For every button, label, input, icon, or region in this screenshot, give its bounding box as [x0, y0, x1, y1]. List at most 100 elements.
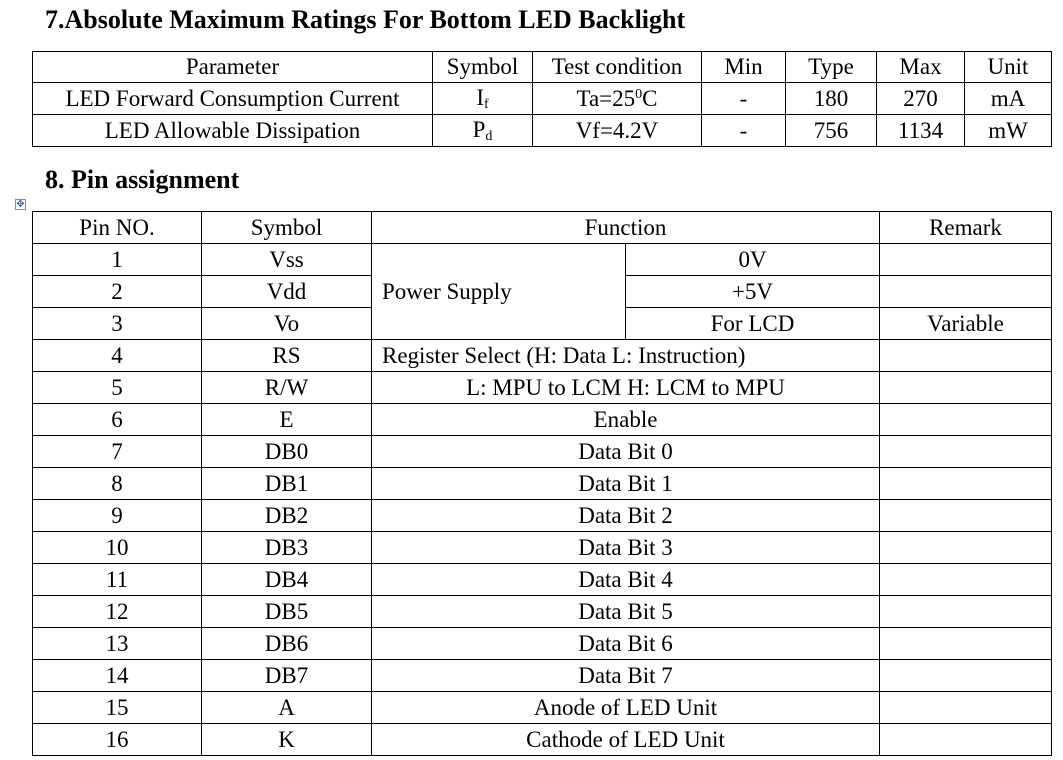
pin-number-cell: 5: [32, 371, 202, 404]
pin-symbol-cell: DB0: [201, 435, 372, 468]
function-cell: For LCD: [625, 307, 880, 340]
pin-number-cell: 9: [32, 499, 202, 532]
remark-cell: [879, 339, 1052, 372]
max-cell: 270: [876, 82, 965, 115]
symbol-main: P: [472, 116, 486, 142]
pin-number-cell: 13: [32, 627, 202, 660]
pin-number-cell: 7: [32, 435, 202, 468]
pin-number-cell: 16: [32, 723, 202, 756]
pin-symbol-cell: K: [201, 723, 372, 756]
symbol-main: I: [476, 84, 484, 110]
column-header: Symbol: [432, 51, 533, 83]
table-row: 4 RS Register Select (H: Data L: Instruc…: [32, 339, 1052, 372]
pin-symbol-cell: E: [201, 403, 372, 436]
remark-cell: [879, 499, 1052, 532]
column-header: Symbol: [201, 211, 372, 244]
pin-symbol-cell: DB7: [201, 659, 372, 692]
symbol-cell: If: [432, 82, 533, 115]
column-header: Parameter: [32, 51, 433, 83]
function-cell: Data Bit 7: [371, 659, 880, 692]
pin-number-cell: 3: [32, 307, 202, 340]
column-header: Test condition: [532, 51, 702, 83]
table-row: 12 DB5 Data Bit 5: [32, 595, 1052, 628]
column-header: Min: [701, 51, 786, 83]
table-row: 5 R/W L: MPU to LCM H: LCM to MPU: [32, 371, 1052, 404]
function-cell: Enable: [371, 403, 880, 436]
pin-assignment-table: Pin NO. Symbol Function Remark 1 Vss Pow…: [32, 211, 1052, 756]
table-header-row: Parameter Symbol Test condition Min Type…: [32, 51, 1052, 83]
pin-number-cell: 4: [32, 339, 202, 372]
pin-symbol-cell: DB1: [201, 467, 372, 500]
pin-symbol-cell: Vdd: [201, 275, 372, 308]
section-7-title: 7.Absolute Maximum Ratings For Bottom LE…: [45, 5, 686, 34]
pin-number-cell: 14: [32, 659, 202, 692]
test-condition-unit: C: [642, 85, 658, 111]
pin-symbol-cell: RS: [201, 339, 372, 372]
remark-cell: [879, 563, 1052, 596]
function-cell: Cathode of LED Unit: [371, 723, 880, 756]
function-cell: Data Bit 2: [371, 499, 880, 532]
pin-number-cell: 10: [32, 531, 202, 564]
symbol-subscript: d: [485, 128, 493, 144]
pin-symbol-cell: A: [201, 691, 372, 724]
column-header: Type: [785, 51, 877, 83]
remark-cell: [879, 691, 1052, 724]
table-row: LED Allowable Dissipation Pd Vf=4.2V - 7…: [32, 114, 1052, 147]
min-cell: -: [701, 114, 786, 147]
min-cell: -: [701, 82, 786, 115]
function-cell: Data Bit 4: [371, 563, 880, 596]
function-cell: +5V: [625, 275, 880, 308]
pin-number-cell: 11: [32, 563, 202, 596]
function-cell: Register Select (H: Data L: Instruction): [371, 339, 880, 372]
column-header: Function: [371, 211, 880, 244]
table-row: 8 DB1 Data Bit 1: [32, 467, 1052, 500]
symbol-subscript: f: [484, 96, 489, 112]
remark-cell: [879, 467, 1052, 500]
table-row: 11 DB4 Data Bit 4: [32, 563, 1052, 596]
table-row: 16 K Cathode of LED Unit: [32, 723, 1052, 756]
function-cell: Data Bit 6: [371, 627, 880, 660]
pin-symbol-cell: DB2: [201, 499, 372, 532]
pin-symbol-cell: DB4: [201, 563, 372, 596]
pin-symbol-cell: DB5: [201, 595, 372, 628]
pin-number-cell: 12: [32, 595, 202, 628]
pin-symbol-cell: DB6: [201, 627, 372, 660]
table-header-row: Pin NO. Symbol Function Remark: [32, 211, 1052, 244]
remark-cell: Variable: [879, 307, 1052, 340]
section-8-title: 8. Pin assignment: [45, 165, 240, 194]
column-header: Pin NO.: [32, 211, 202, 244]
table-row: 3 Vo For LCD Variable: [32, 307, 1052, 340]
move-handle-icon[interactable]: ✥: [15, 199, 26, 210]
unit-cell: mW: [964, 114, 1052, 147]
column-header: Unit: [964, 51, 1052, 83]
power-supply-cell: Power Supply: [371, 243, 626, 340]
table-row: 9 DB2 Data Bit 2: [32, 499, 1052, 532]
table-row: 14 DB7 Data Bit 7: [32, 659, 1052, 692]
pin-symbol-cell: R/W: [201, 371, 372, 404]
remark-cell: [879, 595, 1052, 628]
pin-number-cell: 15: [32, 691, 202, 724]
function-cell: Data Bit 3: [371, 531, 880, 564]
parameter-cell: LED Forward Consumption Current: [32, 82, 433, 115]
function-cell: Data Bit 0: [371, 435, 880, 468]
max-cell: 1134: [876, 114, 965, 147]
remark-cell: [879, 403, 1052, 436]
pin-symbol-cell: Vo: [201, 307, 372, 340]
table-row: 13 DB6 Data Bit 6: [32, 627, 1052, 660]
type-cell: 180: [785, 82, 877, 115]
remark-cell: [879, 531, 1052, 564]
remark-cell: [879, 659, 1052, 692]
pin-symbol-cell: Vss: [201, 243, 372, 276]
remark-cell: [879, 435, 1052, 468]
symbol-cell: Pd: [432, 114, 533, 147]
pin-number-cell: 8: [32, 467, 202, 500]
table-row: 1 Vss Power Supply 0V: [32, 243, 1052, 340]
pin-number-cell: 1: [32, 243, 202, 276]
table-row: 7 DB0 Data Bit 0: [32, 435, 1052, 468]
table-row: 10 DB3 Data Bit 3: [32, 531, 1052, 564]
type-cell: 756: [785, 114, 877, 147]
function-cell: 0V: [625, 243, 880, 276]
remark-cell: [879, 371, 1052, 404]
column-header: Max: [876, 51, 965, 83]
remark-cell: [879, 275, 1052, 308]
